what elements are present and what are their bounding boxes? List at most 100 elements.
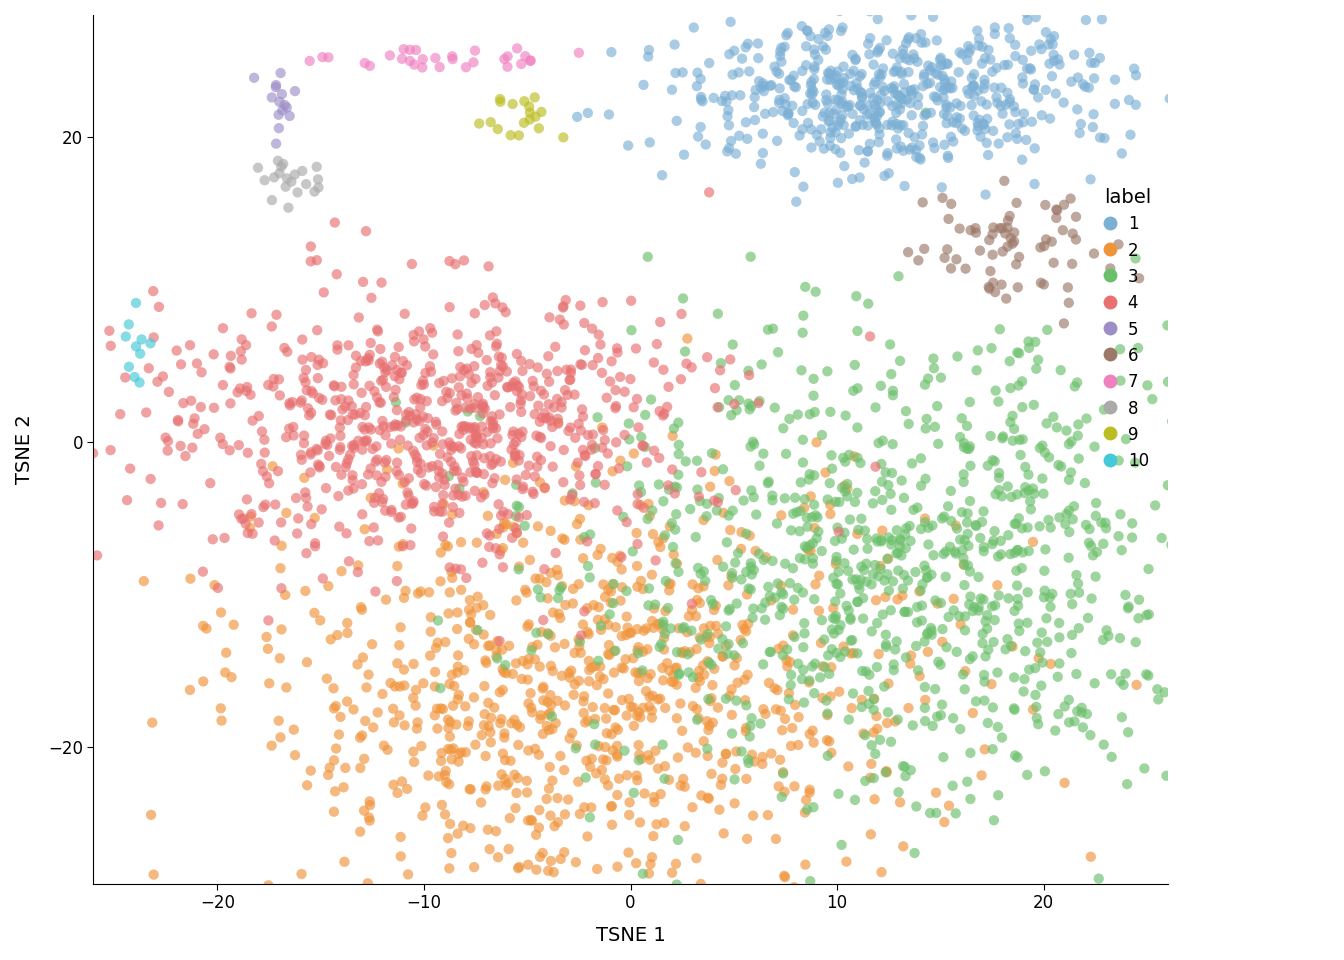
Point [460,432,481,447]
Point [242,526,263,541]
Point [953,667,974,683]
Point [581,800,602,815]
Point [1098,629,1120,644]
Point [488,521,509,537]
Point [1020,43,1042,59]
Point [894,604,915,619]
Point [517,857,539,873]
Point [785,697,806,712]
Point [566,738,587,754]
Point [1047,203,1068,218]
Point [507,378,528,394]
Point [941,261,962,276]
Point [960,652,981,667]
Point [605,398,626,414]
Point [980,263,1001,278]
Point [794,492,816,507]
Point [753,446,774,462]
Point [871,67,892,83]
Point [293,470,314,486]
Point [922,1,943,16]
Point [991,276,1012,292]
Point [499,810,520,826]
Point [505,477,527,492]
Point [423,438,445,453]
Point [831,111,852,127]
Point [637,49,659,64]
Point [376,362,398,377]
Point [552,130,574,145]
Point [997,213,1019,228]
Point [836,598,857,613]
Point [551,400,573,416]
Point [722,87,743,103]
Point [606,747,628,762]
Point [276,171,297,186]
Point [804,685,825,701]
Point [210,701,231,716]
Point [922,60,943,75]
Point [418,460,439,475]
Point [917,569,938,585]
Point [667,644,688,660]
Point [405,406,426,421]
Point [769,92,790,108]
Point [1016,132,1038,148]
Point [477,424,499,440]
Point [622,399,644,415]
Point [739,729,761,744]
Point [427,635,449,650]
Point [505,509,527,524]
Point [445,481,466,496]
Point [770,508,792,523]
Point [829,586,851,601]
Point [894,179,915,194]
Point [820,506,841,521]
Point [1110,373,1132,389]
Point [640,856,661,872]
Point [832,108,853,123]
Point [718,578,739,593]
Point [425,708,446,723]
Point [1079,728,1101,743]
Point [574,688,595,704]
Point [1070,116,1091,132]
Point [888,88,910,104]
Point [703,90,724,106]
Point [661,83,683,98]
Point [286,526,308,541]
Point [1067,70,1089,85]
Point [637,641,659,657]
Point [997,632,1019,647]
Point [1094,515,1116,530]
Point [1036,323,1058,338]
Point [1110,674,1132,689]
Point [157,443,179,458]
Point [1189,486,1211,501]
Point [961,97,982,112]
Point [708,491,730,506]
Point [974,742,996,757]
Point [835,644,856,660]
Point [616,609,637,624]
Point [960,41,981,57]
Point [253,499,274,515]
Point [926,89,948,105]
Point [582,437,603,452]
Point [999,31,1020,46]
Point [1043,409,1064,424]
Point [1066,374,1087,390]
Point [800,407,821,422]
Point [129,374,151,390]
Point [711,771,732,786]
Point [712,826,734,841]
Point [590,659,612,674]
Point [981,677,1003,692]
Point [942,710,964,726]
Point [923,140,945,156]
Point [886,60,907,75]
Point [864,459,886,474]
Point [706,598,727,613]
Point [410,584,431,599]
Point [1036,611,1058,626]
